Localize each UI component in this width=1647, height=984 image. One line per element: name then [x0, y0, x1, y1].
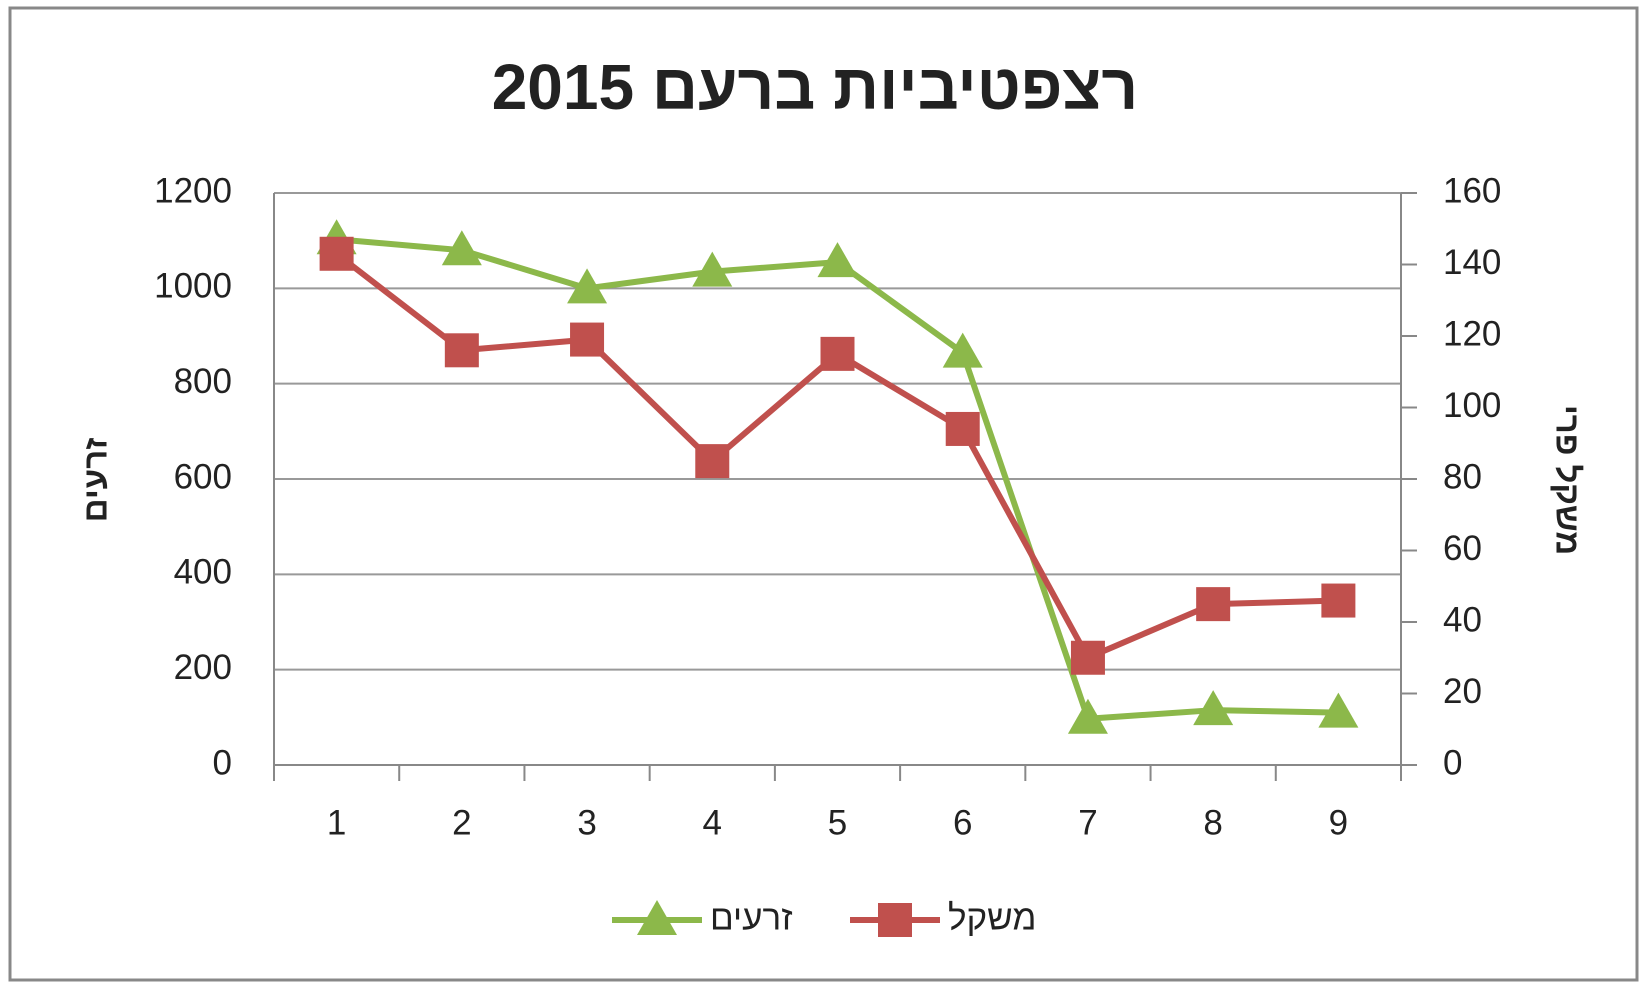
x-tick-label: 6: [953, 803, 972, 842]
x-tick-label: 1: [327, 803, 346, 842]
y-axis-label: זרעים: [77, 438, 114, 523]
data-point: [1321, 583, 1356, 618]
legend-label: משקל: [948, 898, 1036, 937]
data-point: [820, 336, 855, 371]
data-point: [692, 251, 733, 287]
data-point: [942, 332, 983, 368]
x-tick-label: 9: [1329, 803, 1348, 842]
y2-tick-label: 160: [1443, 171, 1501, 210]
chart-border: [8, 6, 1639, 982]
data-point: [695, 444, 730, 479]
legend-marker: [878, 903, 912, 937]
legend-marker: [637, 900, 677, 935]
y2-tick-label: 140: [1443, 243, 1501, 282]
y2-tick-label: 100: [1443, 386, 1501, 425]
y2-axis-label: משקל פרי: [1549, 405, 1586, 555]
y2-tick-label: 120: [1443, 314, 1501, 353]
data-point: [441, 230, 482, 266]
y-tick-label: 600: [174, 457, 232, 496]
x-tick-label: 3: [577, 803, 596, 842]
data-point: [319, 236, 354, 271]
x-tick-label: 4: [703, 803, 722, 842]
y-tick-label: 400: [174, 553, 232, 592]
y2-tick-label: 60: [1443, 529, 1482, 568]
x-tick-label: 8: [1203, 803, 1222, 842]
chart-title: רצפטיביות ברעם 2015: [492, 51, 1139, 123]
y-tick-label: 0: [213, 743, 232, 782]
y-tick-label: 800: [174, 362, 232, 401]
data-point: [1070, 640, 1105, 675]
y-tick-label: 1000: [154, 267, 232, 306]
data-point: [1318, 692, 1359, 728]
x-tick-label: 5: [828, 803, 847, 842]
legend-label: זרעים: [710, 898, 793, 937]
data-point: [1196, 587, 1231, 622]
data-point: [1067, 698, 1108, 734]
y2-tick-label: 80: [1443, 457, 1482, 496]
x-tick-label: 7: [1078, 803, 1097, 842]
y-tick-label: 200: [174, 648, 232, 687]
data-point: [570, 322, 605, 357]
y2-tick-label: 40: [1443, 600, 1482, 639]
data-point: [945, 411, 980, 446]
data-point: [567, 268, 608, 304]
y2-tick-label: 0: [1443, 743, 1462, 782]
y2-tick-label: 20: [1443, 672, 1482, 711]
y-tick-label: 1200: [154, 171, 232, 210]
data-point: [444, 333, 479, 368]
data-point: [817, 242, 858, 278]
data-point: [1193, 690, 1234, 726]
x-tick-label: 2: [452, 803, 471, 842]
